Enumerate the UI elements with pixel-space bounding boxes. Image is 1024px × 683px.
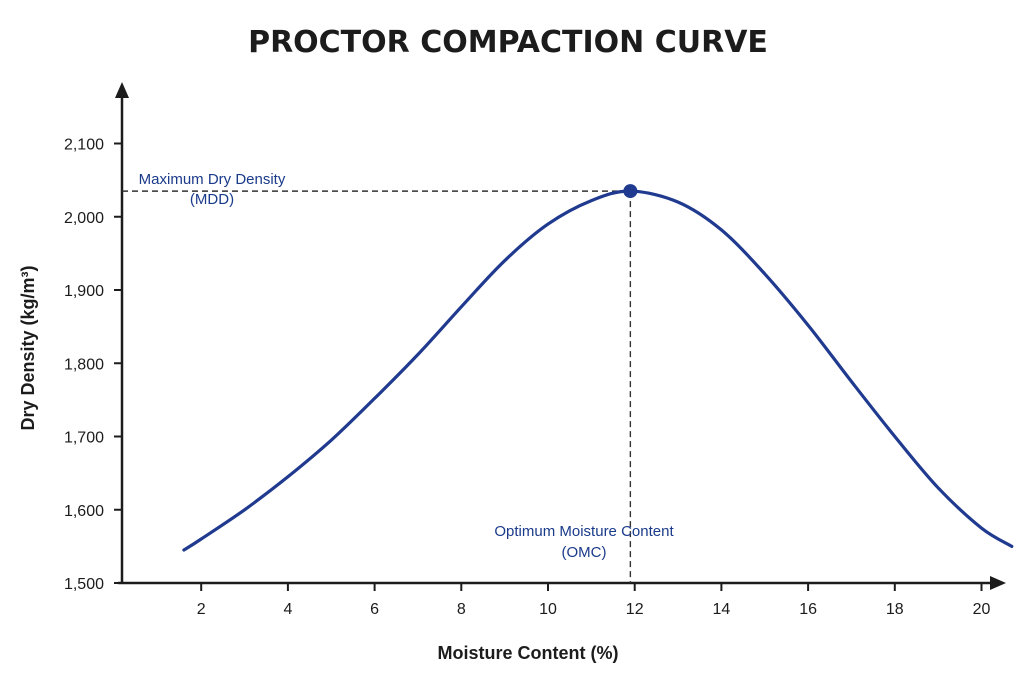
mdd-label-line2: (MDD) [190, 191, 234, 208]
x-tick-group: 2 4 6 8 10 12 14 16 18 20 [197, 583, 991, 618]
x-tick-label: 12 [626, 601, 644, 618]
chart-title: PROCTOR COMPACTION CURVE [248, 25, 768, 60]
x-tick-label: 8 [457, 601, 466, 618]
x-tick-label: 20 [973, 601, 991, 618]
omc-label-line2: (OMC) [562, 544, 607, 561]
y-tick-group: 1,500 1,600 1,700 1,800 1,900 2,000 2,100 [64, 137, 122, 593]
omc-label-line1: Optimum Moisture Content [494, 523, 674, 540]
y-tick-label: 1,500 [64, 576, 104, 593]
y-tick-label: 2,100 [64, 137, 104, 154]
y-tick-label: 1,800 [64, 356, 104, 373]
x-tick-label: 2 [197, 601, 206, 618]
x-axis-arrow [990, 576, 1006, 590]
x-tick-label: 10 [539, 601, 557, 618]
peak-point [623, 184, 638, 199]
mdd-label-line1: Maximum Dry Density [139, 171, 286, 188]
x-tick-label: 18 [886, 601, 904, 618]
y-axis-title: Dry Density (kg/m³) [18, 265, 38, 430]
x-tick-label: 16 [799, 601, 817, 618]
y-tick-label: 2,000 [64, 210, 104, 227]
y-tick-label: 1,700 [64, 430, 104, 447]
y-tick-label: 1,600 [64, 503, 104, 520]
axes [115, 82, 1006, 590]
compaction-curve [182, 189, 1014, 552]
guide-lines [122, 190, 632, 583]
y-tick-label: 1,900 [64, 283, 104, 300]
y-axis-arrow [115, 82, 129, 98]
x-tick-label: 14 [713, 601, 731, 618]
x-tick-label: 4 [283, 601, 292, 618]
x-axis-title: Moisture Content (%) [438, 643, 619, 663]
x-tick-label: 6 [370, 601, 379, 618]
